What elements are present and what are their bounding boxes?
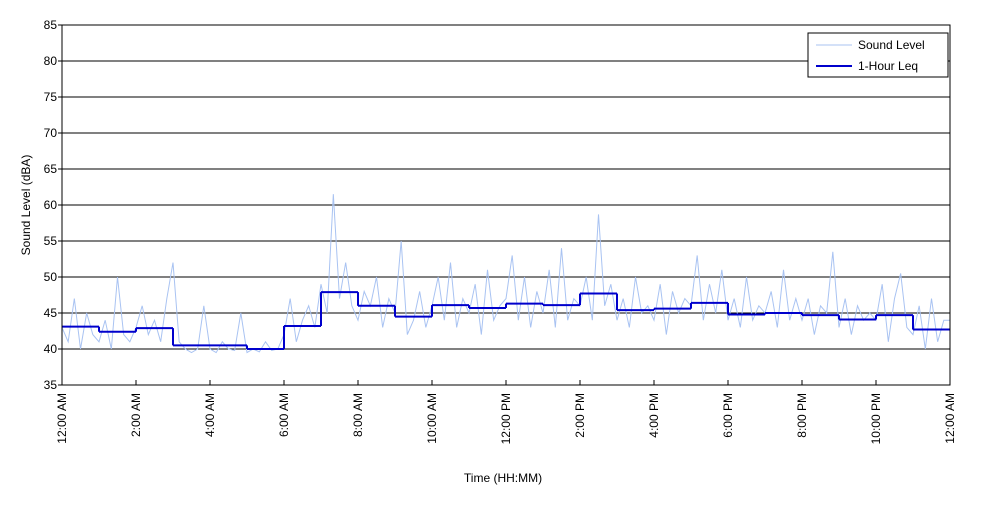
x-tick-label: 8:00 PM xyxy=(795,393,809,438)
y-tick-label: 70 xyxy=(44,126,58,140)
y-axis-title: Sound Level (dBA) xyxy=(19,155,33,256)
y-tick-label: 75 xyxy=(44,90,58,104)
y-tick-label: 65 xyxy=(44,162,58,176)
y-tick-label: 35 xyxy=(44,378,58,392)
x-tick-label: 4:00 PM xyxy=(647,393,661,438)
x-tick-label: 2:00 PM xyxy=(573,393,587,438)
x-tick-label: 8:00 AM xyxy=(351,393,365,437)
y-tick-label: 45 xyxy=(44,306,58,320)
y-tick-label: 85 xyxy=(44,18,58,32)
x-axis-title: Time (HH:MM) xyxy=(464,471,542,485)
plot-frame xyxy=(61,24,951,386)
x-tick-label: 12:00 PM xyxy=(499,393,513,444)
y-tick-label: 55 xyxy=(44,234,58,248)
legend-label: 1-Hour Leq xyxy=(858,59,918,73)
y-tick-label: 80 xyxy=(44,54,58,68)
y-tick-label: 40 xyxy=(44,342,58,356)
legend-label: Sound Level xyxy=(858,38,925,52)
x-tick-label: 6:00 PM xyxy=(721,393,735,438)
sound-level-line xyxy=(61,194,950,354)
x-tick-label: 12:00 AM xyxy=(943,393,957,444)
x-tick-label: 6:00 AM xyxy=(277,393,291,437)
y-tick-label: 60 xyxy=(44,198,58,212)
x-tick-label: 2:00 AM xyxy=(129,393,143,437)
legend-box xyxy=(807,32,949,78)
x-tick-label: 12:00 AM xyxy=(55,393,69,444)
x-tick-label: 10:00 AM xyxy=(425,393,439,444)
y-tick-label: 50 xyxy=(44,270,58,284)
x-tick-label: 4:00 AM xyxy=(203,393,217,437)
x-tick-label: 10:00 PM xyxy=(869,393,883,444)
